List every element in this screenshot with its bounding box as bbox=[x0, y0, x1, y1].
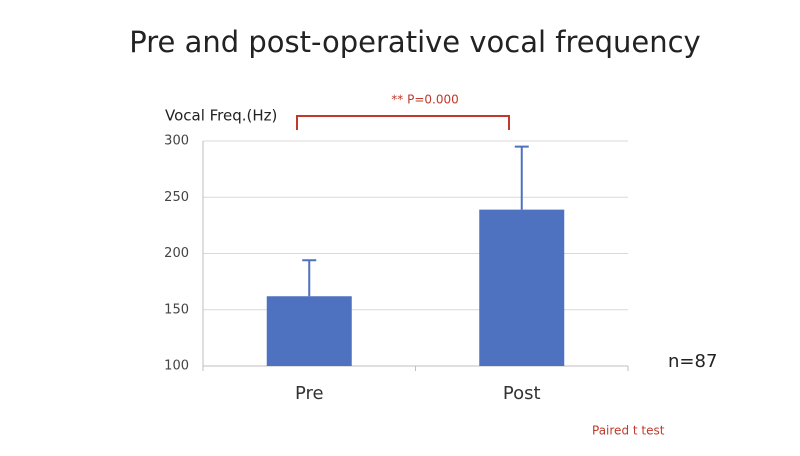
significance-bracket bbox=[296, 115, 510, 130]
x-tick-label: Post bbox=[503, 383, 541, 404]
y-tick-label: 250 bbox=[164, 190, 189, 205]
bar bbox=[479, 209, 565, 366]
error-bar bbox=[514, 145, 529, 210]
y-axis-label: Vocal Freq.(Hz) bbox=[165, 107, 277, 125]
bar bbox=[266, 296, 352, 366]
y-tick-label: 100 bbox=[164, 359, 189, 374]
test-note: Paired t test bbox=[592, 424, 665, 438]
y-tick-label: 300 bbox=[164, 134, 189, 149]
significance-label: ** P=0.000 bbox=[391, 93, 458, 107]
error-bar bbox=[302, 259, 317, 297]
y-tick-label: 200 bbox=[164, 246, 189, 261]
chart-title: Pre and post-operative vocal frequency bbox=[129, 25, 700, 59]
y-tick-label: 150 bbox=[164, 302, 189, 317]
x-tick-label: Pre bbox=[295, 383, 324, 404]
sample-size: n=87 bbox=[668, 351, 717, 372]
